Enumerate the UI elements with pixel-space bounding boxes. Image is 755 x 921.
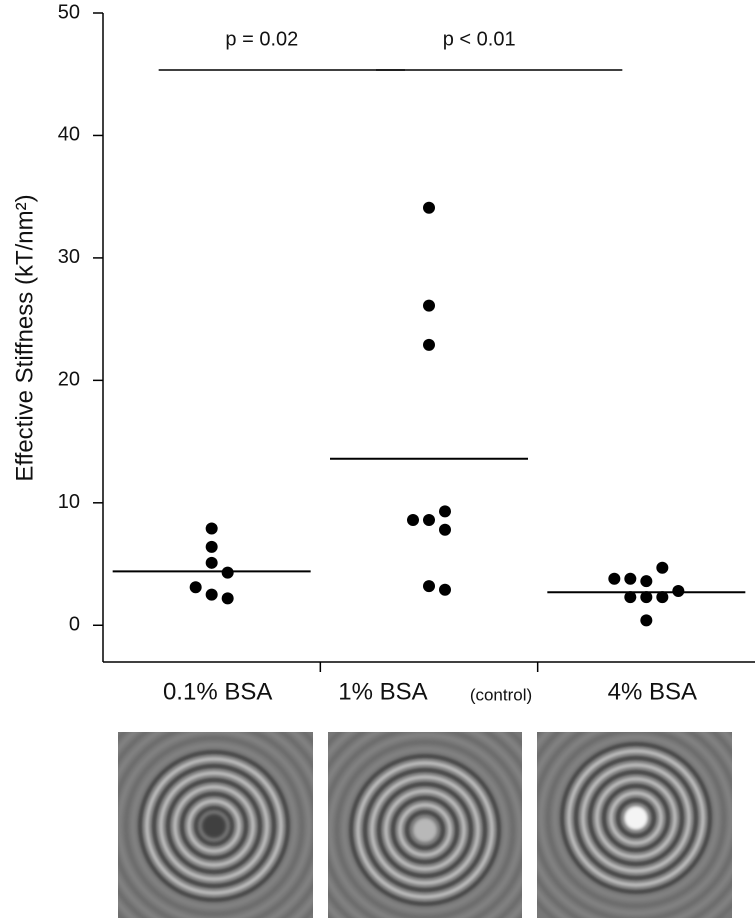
ring	[131, 743, 297, 909]
data-point	[439, 505, 451, 518]
data-point	[608, 572, 621, 585]
data-point	[423, 201, 435, 214]
y-axis-label: Effective Stiffness (kT/nm²)	[11, 194, 38, 481]
ring	[567, 749, 705, 887]
ring	[145, 757, 283, 895]
ring	[356, 761, 494, 899]
ring	[391, 796, 459, 864]
ring	[370, 775, 480, 885]
ring	[187, 799, 241, 853]
y-tick-label: 20	[58, 369, 80, 391]
rings	[328, 732, 522, 918]
ring	[553, 735, 719, 901]
ring	[328, 733, 522, 918]
y-tick-label: 0	[69, 614, 80, 636]
x-tick-label: 1% BSA	[338, 678, 427, 705]
ring	[398, 803, 452, 857]
ring	[342, 747, 508, 913]
ring	[166, 778, 262, 874]
y-tick-label: 30	[58, 246, 80, 268]
y-tick-label: 10	[58, 491, 80, 513]
data-point	[221, 566, 234, 579]
ring	[138, 750, 290, 902]
micrograph	[537, 732, 732, 918]
data-point	[205, 522, 218, 535]
ring	[194, 806, 234, 846]
ring	[602, 784, 670, 852]
data-point	[205, 588, 218, 601]
ring	[384, 789, 466, 871]
data-point	[423, 580, 435, 593]
x-tick-note: (control)	[470, 685, 532, 704]
data-point	[656, 561, 669, 574]
ring	[588, 770, 684, 866]
data-point	[205, 540, 218, 553]
significance-label: p = 0.02	[225, 28, 298, 50]
x-tick-label: 0.1% BSA	[163, 678, 272, 705]
core	[413, 818, 437, 842]
ring	[616, 798, 656, 838]
ring	[546, 732, 726, 908]
rings	[537, 732, 732, 918]
ring	[180, 792, 248, 860]
ring	[335, 740, 515, 918]
significance-label: p < 0.01	[443, 28, 516, 50]
ring	[349, 754, 501, 906]
ring	[609, 791, 663, 845]
data-point	[439, 523, 451, 536]
data-point	[640, 575, 653, 588]
micrograph	[118, 732, 313, 918]
data-point	[205, 556, 218, 569]
ring	[560, 742, 712, 894]
micrograph	[328, 732, 522, 918]
ring	[539, 732, 732, 915]
ring	[363, 768, 487, 892]
data-point	[423, 513, 435, 526]
ring	[574, 756, 698, 880]
core	[202, 814, 226, 838]
data-point	[407, 513, 419, 526]
data-point	[439, 583, 451, 596]
ring	[173, 785, 255, 867]
data-point	[640, 591, 653, 604]
data-point	[672, 584, 685, 597]
ring	[159, 771, 269, 881]
rings	[118, 732, 313, 918]
ring	[377, 782, 473, 878]
ring	[118, 732, 311, 918]
data-point	[423, 299, 435, 312]
data-point	[624, 591, 637, 604]
core	[624, 806, 648, 830]
ring	[405, 810, 445, 850]
data-point	[189, 581, 202, 594]
data-point	[624, 572, 637, 585]
data-point	[221, 592, 234, 605]
ring	[595, 777, 677, 859]
ring	[152, 764, 276, 888]
data-point	[640, 614, 653, 627]
y-tick-label: 50	[58, 1, 80, 23]
x-tick-label: 4% BSA	[608, 678, 697, 705]
data-point	[423, 338, 435, 351]
y-tick-label: 40	[58, 124, 80, 146]
micrographs	[118, 732, 732, 918]
ring	[581, 763, 691, 873]
ring	[124, 736, 304, 916]
data-point	[656, 591, 669, 604]
